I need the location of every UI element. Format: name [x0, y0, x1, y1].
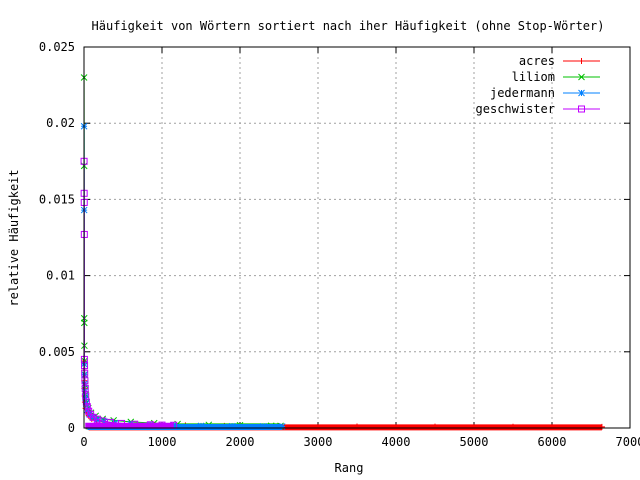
grid-lines — [84, 47, 630, 428]
y-tick-label: 0.02 — [46, 116, 75, 130]
legend-marker — [578, 73, 585, 81]
y-tick-label: 0.005 — [39, 345, 75, 359]
x-tick-label: 4000 — [382, 435, 411, 449]
legend: acres liliom jedermann geschwister — [476, 54, 600, 116]
data-point — [510, 423, 516, 430]
legend-entry: acres — [519, 54, 600, 68]
data-point — [82, 398, 90, 406]
series-jedermann — [80, 122, 286, 430]
x-tick-label: 5000 — [460, 435, 489, 449]
data-point — [228, 422, 236, 430]
data-point — [93, 415, 101, 423]
legend-label: acres — [519, 54, 555, 68]
legend-marker — [578, 58, 585, 64]
data-point — [81, 362, 89, 370]
legend-label: geschwister — [476, 102, 555, 116]
x-tick-label: 2000 — [226, 435, 255, 449]
data-point — [278, 423, 286, 430]
data-point — [107, 418, 115, 426]
legend-label: jedermann — [490, 86, 555, 100]
y-tick-label: 0.01 — [46, 269, 75, 283]
y-tick-label: 0.025 — [39, 40, 75, 54]
legend-entry: geschwister — [476, 102, 600, 116]
series-liliom — [80, 74, 284, 430]
data-point — [81, 377, 89, 385]
plot-frame — [83, 46, 631, 429]
series-line — [83, 126, 283, 427]
y-tick-label: 0.015 — [39, 192, 75, 206]
data-point — [117, 419, 125, 427]
legend-marker — [578, 105, 585, 113]
x-tick-label: 6000 — [538, 435, 567, 449]
data-point — [99, 417, 107, 425]
legend-label: liliom — [512, 70, 555, 84]
series-line — [83, 77, 281, 427]
legend-marker — [578, 89, 585, 97]
chart-title: Häufigkeit von Wörtern sortiert nach ihe… — [92, 19, 605, 33]
data-point — [89, 413, 97, 421]
x-tick-label: 0 — [80, 435, 87, 449]
legend-entry: jedermann — [490, 86, 600, 100]
y-axis-label: relative Häufigkeit — [7, 169, 21, 306]
plot-series — [80, 74, 605, 431]
series-line — [83, 161, 174, 426]
data-point — [197, 422, 205, 430]
data-point — [260, 422, 267, 430]
x-tick-label: 3000 — [304, 435, 333, 449]
data-point — [598, 423, 605, 430]
data-point — [131, 420, 139, 428]
data-point — [81, 369, 89, 377]
data-point — [432, 423, 438, 430]
y-tick-label: 0 — [68, 421, 75, 435]
x-tick-label: 1000 — [148, 435, 177, 449]
legend-entry: liliom — [512, 70, 600, 84]
x-axis-label: Rang — [335, 461, 364, 475]
data-point — [81, 384, 89, 392]
series-acres — [81, 357, 605, 431]
